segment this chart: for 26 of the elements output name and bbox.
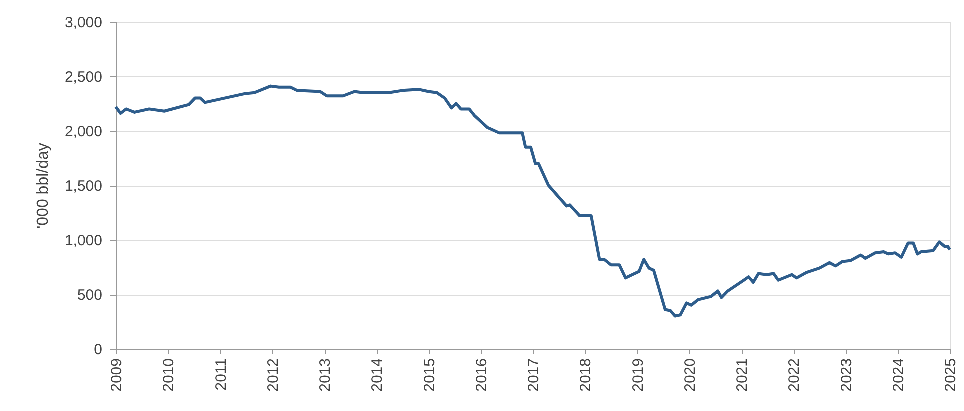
y-tick-label: 2,000: [64, 124, 102, 140]
x-tick-label: 2020: [682, 358, 699, 392]
x-tick-label: 2025: [942, 358, 960, 392]
y-tick-label: 500: [77, 287, 102, 304]
x-tick-label: 2012: [264, 358, 282, 392]
x-tick-label: 2014: [369, 358, 386, 392]
y-tick-label: 3,000: [64, 14, 102, 32]
y-tick-label: 1,000: [64, 232, 102, 250]
line-series: [114, 84, 952, 318]
y-tick-label: 1,500: [64, 178, 102, 195]
y-tick-label: 0: [94, 342, 102, 358]
x-tick-label: 2018: [578, 358, 595, 392]
x-tick-label: 2016: [473, 358, 490, 392]
x-tick-label: 2019: [630, 358, 647, 392]
x-tick-label: 2009: [108, 358, 126, 392]
x-tick-label: 2021: [734, 358, 751, 392]
x-tick-label: 2017: [526, 358, 542, 392]
x-tick-label: 2023: [838, 358, 856, 392]
x-tick-label: 2010: [160, 358, 178, 392]
x-tick-label: 2022: [786, 358, 804, 392]
x-tick-label: 2024: [890, 358, 908, 392]
y-axis-title: '000 bbl/day: [34, 143, 52, 229]
x-tick-label: 2011: [212, 358, 230, 391]
x-tick-label: 2015: [421, 358, 438, 392]
y-tick-label: 2,500: [64, 69, 102, 86]
x-tick-label: 2013: [317, 358, 334, 392]
